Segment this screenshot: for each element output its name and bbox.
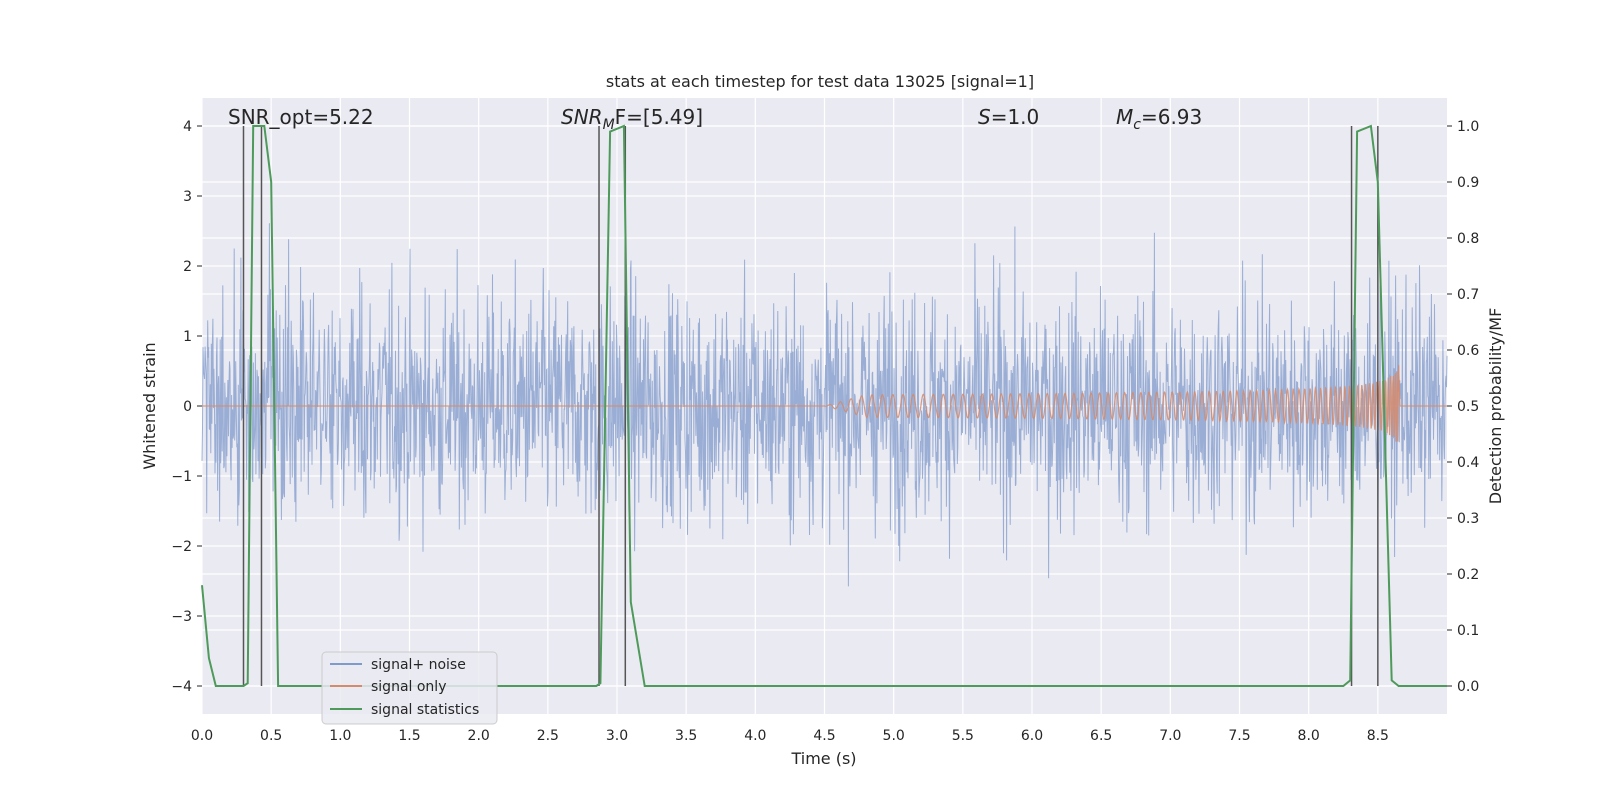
y2-tick-label: 0.5 bbox=[1457, 399, 1479, 415]
y-tick-label: −3 bbox=[171, 609, 192, 625]
y2-tick-label: 0.1 bbox=[1457, 623, 1479, 639]
x-tick-label: 7.5 bbox=[1228, 728, 1250, 744]
chart-title: stats at each timestep for test data 130… bbox=[606, 72, 1034, 91]
x-tick-label: 3.0 bbox=[606, 728, 628, 744]
series-signal-statistics bbox=[201, 124, 1447, 687]
x-tick-label: 5.0 bbox=[883, 728, 905, 744]
x-tick-label: 8.5 bbox=[1367, 728, 1389, 744]
x-axis-label: Time (s) bbox=[790, 749, 856, 768]
x-tick-label: 0.5 bbox=[260, 728, 282, 744]
y-axis-label: Whitened strain bbox=[140, 342, 159, 469]
x-tick-label: 0.0 bbox=[191, 728, 213, 744]
x-tick-label: 5.5 bbox=[952, 728, 974, 744]
y2-axis-ticks: 0.0 0.1 0.2 0.3 0.4 0.5 0.6 0.7 0.8 0.9 1.0 bbox=[1447, 119, 1479, 695]
x-tick-label: 4.0 bbox=[744, 728, 766, 744]
y2-axis-label: Detection probability/MF bbox=[1486, 308, 1505, 505]
y-tick-label: 1 bbox=[183, 329, 192, 345]
y2-tick-label: 1.0 bbox=[1457, 119, 1479, 135]
legend-box bbox=[321, 651, 498, 725]
y-tick-label: −4 bbox=[171, 679, 192, 695]
legend-label-signal: signal only bbox=[371, 679, 446, 695]
x-tick-label: 1.0 bbox=[329, 728, 351, 744]
y-tick-label: −1 bbox=[171, 469, 192, 485]
x-tick-label: 4.5 bbox=[813, 728, 835, 744]
legend: signal+ noise signal only signal statist… bbox=[321, 651, 498, 725]
x-tick-label: 6.5 bbox=[1090, 728, 1112, 744]
y-tick-label: 2 bbox=[183, 259, 192, 275]
annotation-s: S=1.0 bbox=[978, 105, 1039, 129]
x-tick-label: 2.0 bbox=[468, 728, 490, 744]
y-tick-label: −2 bbox=[171, 539, 192, 555]
y2-tick-label: 0.8 bbox=[1457, 231, 1479, 247]
x-tick-label: 3.5 bbox=[675, 728, 697, 744]
y-tick-label: 4 bbox=[183, 119, 192, 135]
y2-tick-label: 0.4 bbox=[1457, 455, 1479, 471]
annotation-snr-opt: SNR_opt=5.22 bbox=[228, 105, 374, 129]
y-tick-label: 3 bbox=[183, 189, 192, 205]
x-tick-label: 7.0 bbox=[1159, 728, 1181, 744]
legend-label-stats: signal statistics bbox=[371, 702, 479, 718]
y2-tick-label: 0.7 bbox=[1457, 287, 1479, 303]
y-tick-label: 0 bbox=[183, 399, 192, 415]
x-tick-label: 1.5 bbox=[398, 728, 420, 744]
statistics-line bbox=[201, 124, 1447, 687]
annotation-mc: Mc=6.93 bbox=[1116, 105, 1202, 133]
y2-tick-label: 0.6 bbox=[1457, 343, 1479, 359]
legend-label-noise: signal+ noise bbox=[371, 657, 466, 673]
noise-line bbox=[201, 223, 1448, 587]
x-tick-label: 2.5 bbox=[537, 728, 559, 744]
signal-only-line bbox=[202, 365, 1447, 442]
y2-tick-label: 0.0 bbox=[1457, 679, 1479, 695]
y-axis-ticks: −4 −3 −2 −1 0 1 2 3 4 bbox=[171, 119, 202, 695]
x-tick-label: 8.0 bbox=[1298, 728, 1320, 744]
y2-tick-label: 0.3 bbox=[1457, 511, 1479, 527]
x-axis-ticks: 0.0 0.5 1.0 1.5 2.0 2.5 3.0 3.5 4.0 4.5 5.0 5.5 6.0 6… bbox=[191, 728, 1389, 744]
annotation-snr-mf: SNRMF=[5.49] bbox=[561, 105, 703, 133]
y2-tick-label: 0.2 bbox=[1457, 567, 1479, 583]
x-tick-label: 6.0 bbox=[1021, 728, 1043, 744]
y2-tick-label: 0.9 bbox=[1457, 175, 1479, 191]
series-signal-noise bbox=[201, 223, 1448, 587]
series-signal-only bbox=[202, 365, 1447, 442]
